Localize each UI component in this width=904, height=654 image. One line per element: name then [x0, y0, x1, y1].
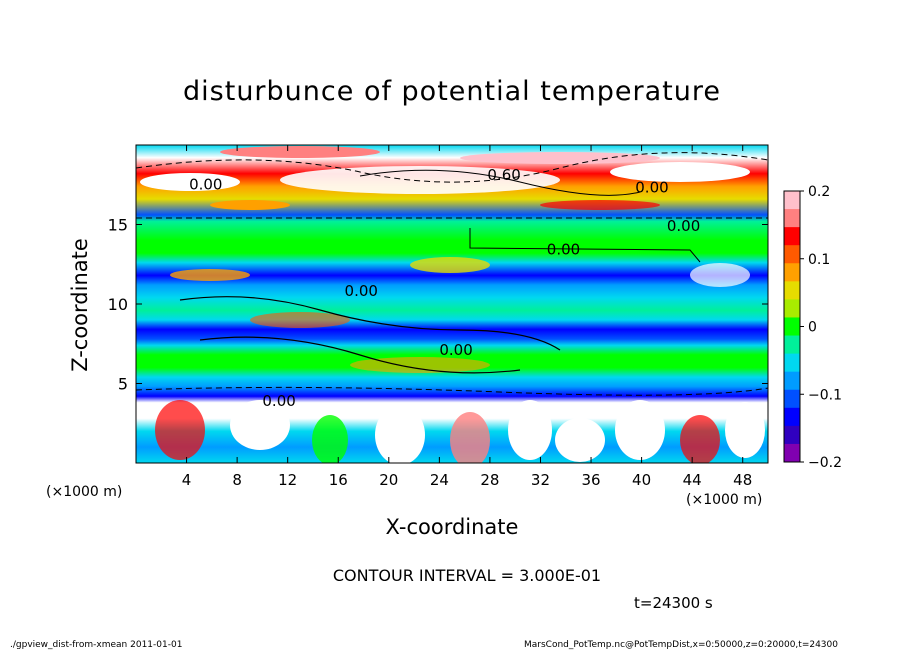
- x-unit-right: (×1000 m): [686, 492, 763, 508]
- y-tick-label: 10: [108, 295, 128, 314]
- colorbar-tick-label: −0.1: [808, 387, 842, 403]
- colorbar-swatch: [784, 371, 800, 391]
- x-axis-label: X-coordinate: [385, 515, 519, 539]
- x-tick-label: 48: [733, 471, 752, 489]
- x-tick-label: 12: [278, 471, 297, 489]
- x-tick-label: 8: [232, 471, 242, 489]
- colorbar-swatch: [784, 299, 800, 318]
- colorbar: 0.2 0.1 0 −0.1 −0.2: [783, 184, 842, 471]
- y-tick-label: 5: [118, 375, 128, 394]
- x-tick-label: 4: [182, 471, 192, 489]
- x-axis: 4 8 12 16 20 24 28 32 36 40 44 48: [182, 145, 752, 489]
- colorbar-swatch: [784, 227, 800, 246]
- colorbar-swatch: [784, 389, 800, 409]
- contour-label: 0.00: [667, 217, 700, 235]
- x-tick-label: 36: [581, 471, 600, 489]
- x-unit-left: (×1000 m): [46, 484, 123, 500]
- y-tick-label: 15: [108, 216, 128, 235]
- colorbar-swatch: [784, 443, 800, 463]
- colorbar-swatch: [784, 191, 800, 210]
- contour-label: 0.00: [189, 176, 222, 194]
- heatmap-field: [136, 145, 768, 463]
- contour-label: 0.60: [487, 166, 520, 184]
- footer-right: MarsCond_PotTemp.nc@PotTempDist,x=0:5000…: [524, 640, 838, 650]
- contour-labels: 0.00 0.60 0.00 0.00 0.00 0.00 0.00 0.00: [189, 166, 700, 410]
- colorbar-tick-label: 0.2: [808, 184, 830, 200]
- x-tick-label: 20: [379, 471, 398, 489]
- colorbar-swatch: [784, 209, 800, 228]
- colorbar-swatch: [784, 353, 800, 373]
- x-tick-label: 32: [531, 471, 550, 489]
- y-axis-label: Z-coordinate: [68, 238, 92, 372]
- time-note: t=24300 s: [634, 594, 713, 612]
- contour-label: 0.00: [262, 392, 295, 410]
- x-tick-label: 16: [329, 471, 348, 489]
- x-tick-label: 24: [430, 471, 449, 489]
- contour-label: 0.00: [635, 179, 668, 197]
- colorbar-swatch: [784, 335, 800, 355]
- contour-interval-note: CONTOUR INTERVAL = 3.000E-01: [332, 566, 602, 585]
- colorbar-tick-label: 0.1: [808, 252, 830, 268]
- colorbar-swatch: [784, 425, 800, 445]
- x-tick-label: 44: [683, 471, 702, 489]
- colorbar-swatch: [784, 317, 800, 337]
- colorbar-swatch: [784, 281, 800, 300]
- x-tick-label: 28: [480, 471, 499, 489]
- x-tick-label: 40: [632, 471, 651, 489]
- footer-left: ./gpview_dist-from-xmean 2011-01-01: [10, 640, 183, 650]
- contour-label: 0.00: [439, 341, 472, 359]
- colorbar-swatch: [784, 245, 800, 264]
- y-axis: 5 10 15: [108, 216, 768, 394]
- colorbar-swatch: [784, 263, 800, 282]
- chart-title: disturbunce of potential temperature: [183, 76, 721, 107]
- contour-label: 0.00: [547, 241, 580, 259]
- colorbar-tick-label: 0: [808, 320, 817, 336]
- colorbar-swatch: [784, 407, 800, 427]
- contour-label: 0.00: [345, 282, 378, 300]
- colorbar-tick-label: −0.2: [808, 455, 842, 471]
